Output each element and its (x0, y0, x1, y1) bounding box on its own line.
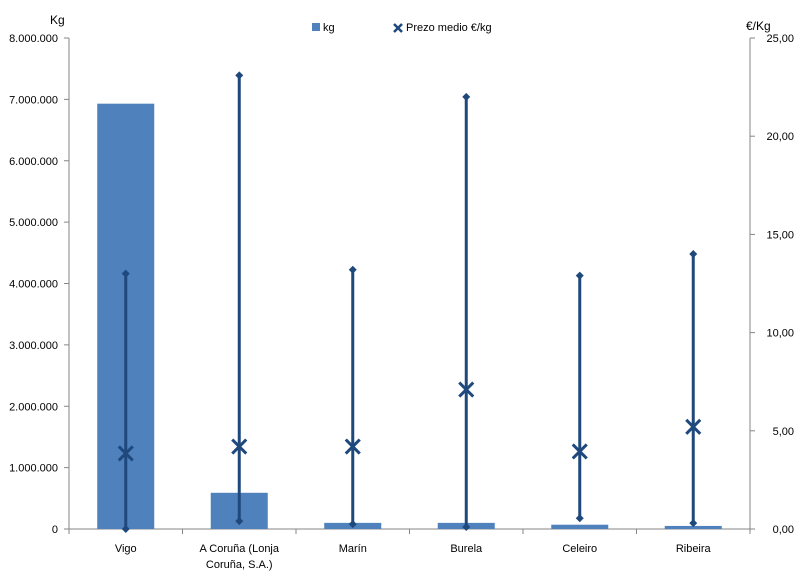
y2-tick-label: 0,00 (773, 524, 794, 536)
y2-tick-label: 20,00 (766, 131, 794, 143)
high-marker-2 (348, 265, 357, 274)
y-tick-label: 3.000.000 (9, 340, 58, 352)
x-tick-label: Burela (450, 543, 483, 555)
high-marker-5 (689, 250, 698, 259)
legend-swatch-kg (312, 23, 320, 31)
avg-marker-2 (344, 438, 361, 455)
y-tick-label: 8.000.000 (9, 33, 58, 45)
y-tick-label: 2.000.000 (9, 401, 58, 413)
x-tick-label: Celeiro (562, 543, 597, 555)
y-tick-label: 4.000.000 (9, 279, 58, 291)
legend-marker-price (393, 23, 403, 33)
y2-tick-label: 15,00 (766, 229, 794, 241)
low-marker-4 (575, 514, 584, 523)
y-tick-label: 6.000.000 (9, 156, 58, 168)
x-tick-label: A Coruña (Lonja (200, 543, 280, 555)
y-axis-title: Kg (50, 13, 65, 27)
y-tick-label: 5.000.000 (9, 217, 58, 229)
low-marker-1 (235, 517, 244, 526)
x-tick-label: Vigo (115, 543, 137, 555)
avg-marker-0 (117, 445, 134, 462)
low-marker-3 (462, 523, 471, 532)
low-marker-5 (689, 519, 698, 528)
y-tick-label: 1.000.000 (9, 463, 58, 475)
high-marker-4 (575, 271, 584, 280)
legend-label-kg: kg (323, 22, 335, 34)
y2-tick-label: 5,00 (773, 426, 794, 438)
high-marker-1 (235, 71, 244, 80)
y2-axis-title: €/Kg (746, 19, 771, 33)
x-tick-label: Coruña, S.A.) (206, 559, 273, 571)
avg-marker-3 (458, 381, 475, 398)
y2-tick-label: 25,00 (766, 33, 794, 45)
y-tick-label: 7.000.000 (9, 94, 58, 106)
bar-4 (551, 524, 609, 529)
avg-marker-4 (571, 443, 588, 460)
x-tick-label: Ribeira (676, 543, 712, 555)
low-marker-0 (121, 525, 130, 533)
x-tick-label: Marín (339, 543, 367, 555)
bar-5 (664, 525, 722, 529)
high-marker-0 (121, 269, 130, 278)
avg-marker-1 (231, 438, 248, 455)
y2-tick-label: 10,00 (766, 328, 794, 340)
high-marker-3 (462, 92, 471, 101)
avg-marker-5 (685, 418, 702, 435)
legend-label-price: Prezo medio €/kg (406, 22, 492, 34)
low-marker-2 (348, 520, 357, 529)
y-tick-label: 0 (52, 524, 58, 536)
